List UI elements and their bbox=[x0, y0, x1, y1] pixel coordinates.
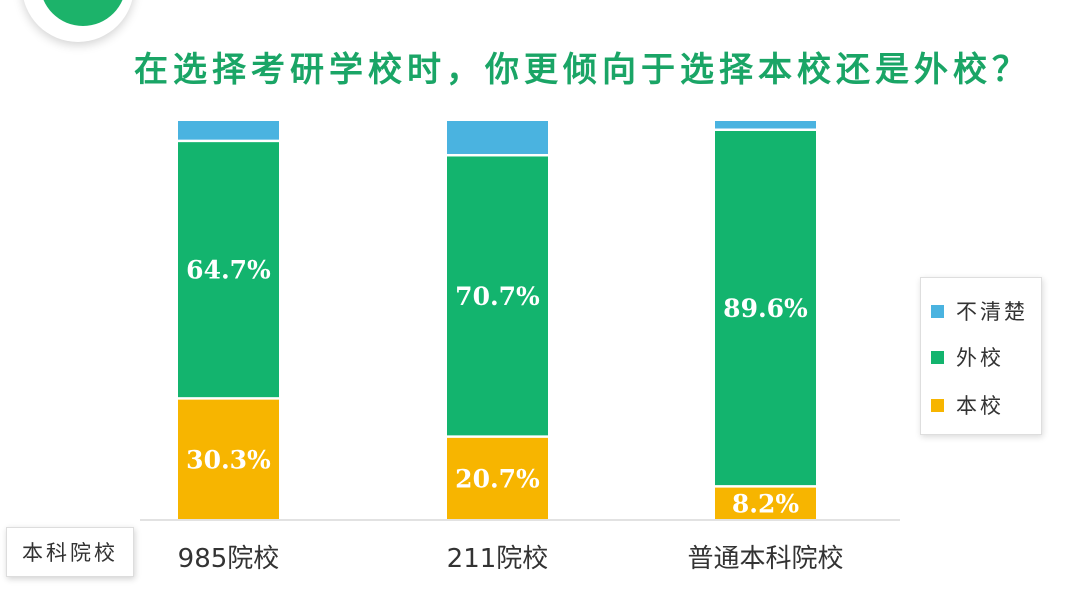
bar-segment-unsure-985 bbox=[178, 121, 279, 140]
data-label-own-school-211: 20.7% bbox=[455, 464, 540, 493]
bar-segment-own-school-211 bbox=[447, 437, 548, 519]
chart-title: 在选择考研学校时，你更倾向于选择本校还是外校？ bbox=[134, 50, 1031, 90]
bar-segment-other-school-regular bbox=[715, 131, 816, 486]
legend-item-other-school: 外校 bbox=[931, 344, 1004, 370]
x-tick-label-regular: 普通本科院校 bbox=[687, 544, 843, 574]
bar-segment-unsure-regular bbox=[715, 121, 816, 129]
data-label-other-school-regular: 89.6% bbox=[723, 294, 808, 323]
legend-item-unsure: 不清楚 bbox=[931, 298, 1028, 324]
data-label-own-school-regular: 8.2% bbox=[732, 489, 799, 518]
legend-swatch-other-school bbox=[931, 350, 944, 364]
bar-segment-other-school-211 bbox=[447, 156, 548, 436]
legend-label-unsure: 不清楚 bbox=[956, 300, 1028, 324]
legend-swatch-unsure bbox=[931, 304, 944, 318]
bar-segment-other-school-985 bbox=[178, 142, 279, 398]
data-label-other-school-211: 70.7% bbox=[455, 282, 540, 311]
legend-label-other-school: 外校 bbox=[956, 346, 1004, 370]
bar-segment-own-school-985 bbox=[178, 399, 279, 519]
data-label-own-school-985: 30.3% bbox=[186, 445, 271, 474]
x-tick-label-211: 211院校 bbox=[447, 544, 549, 574]
legend-swatch-own-school bbox=[931, 398, 944, 412]
x-axis-label: 本科院校 bbox=[6, 527, 134, 577]
legend-item-own-school: 本校 bbox=[931, 392, 1004, 418]
data-label-other-school-985: 64.7% bbox=[186, 256, 271, 285]
legend-label-own-school: 本校 bbox=[956, 394, 1004, 418]
bar-segment-unsure-211 bbox=[447, 121, 548, 154]
legend: 不清楚 外校 本校 bbox=[920, 277, 1042, 435]
x-tick-label-985: 985院校 bbox=[178, 544, 280, 574]
bar-segment-own-school-regular bbox=[715, 487, 816, 519]
